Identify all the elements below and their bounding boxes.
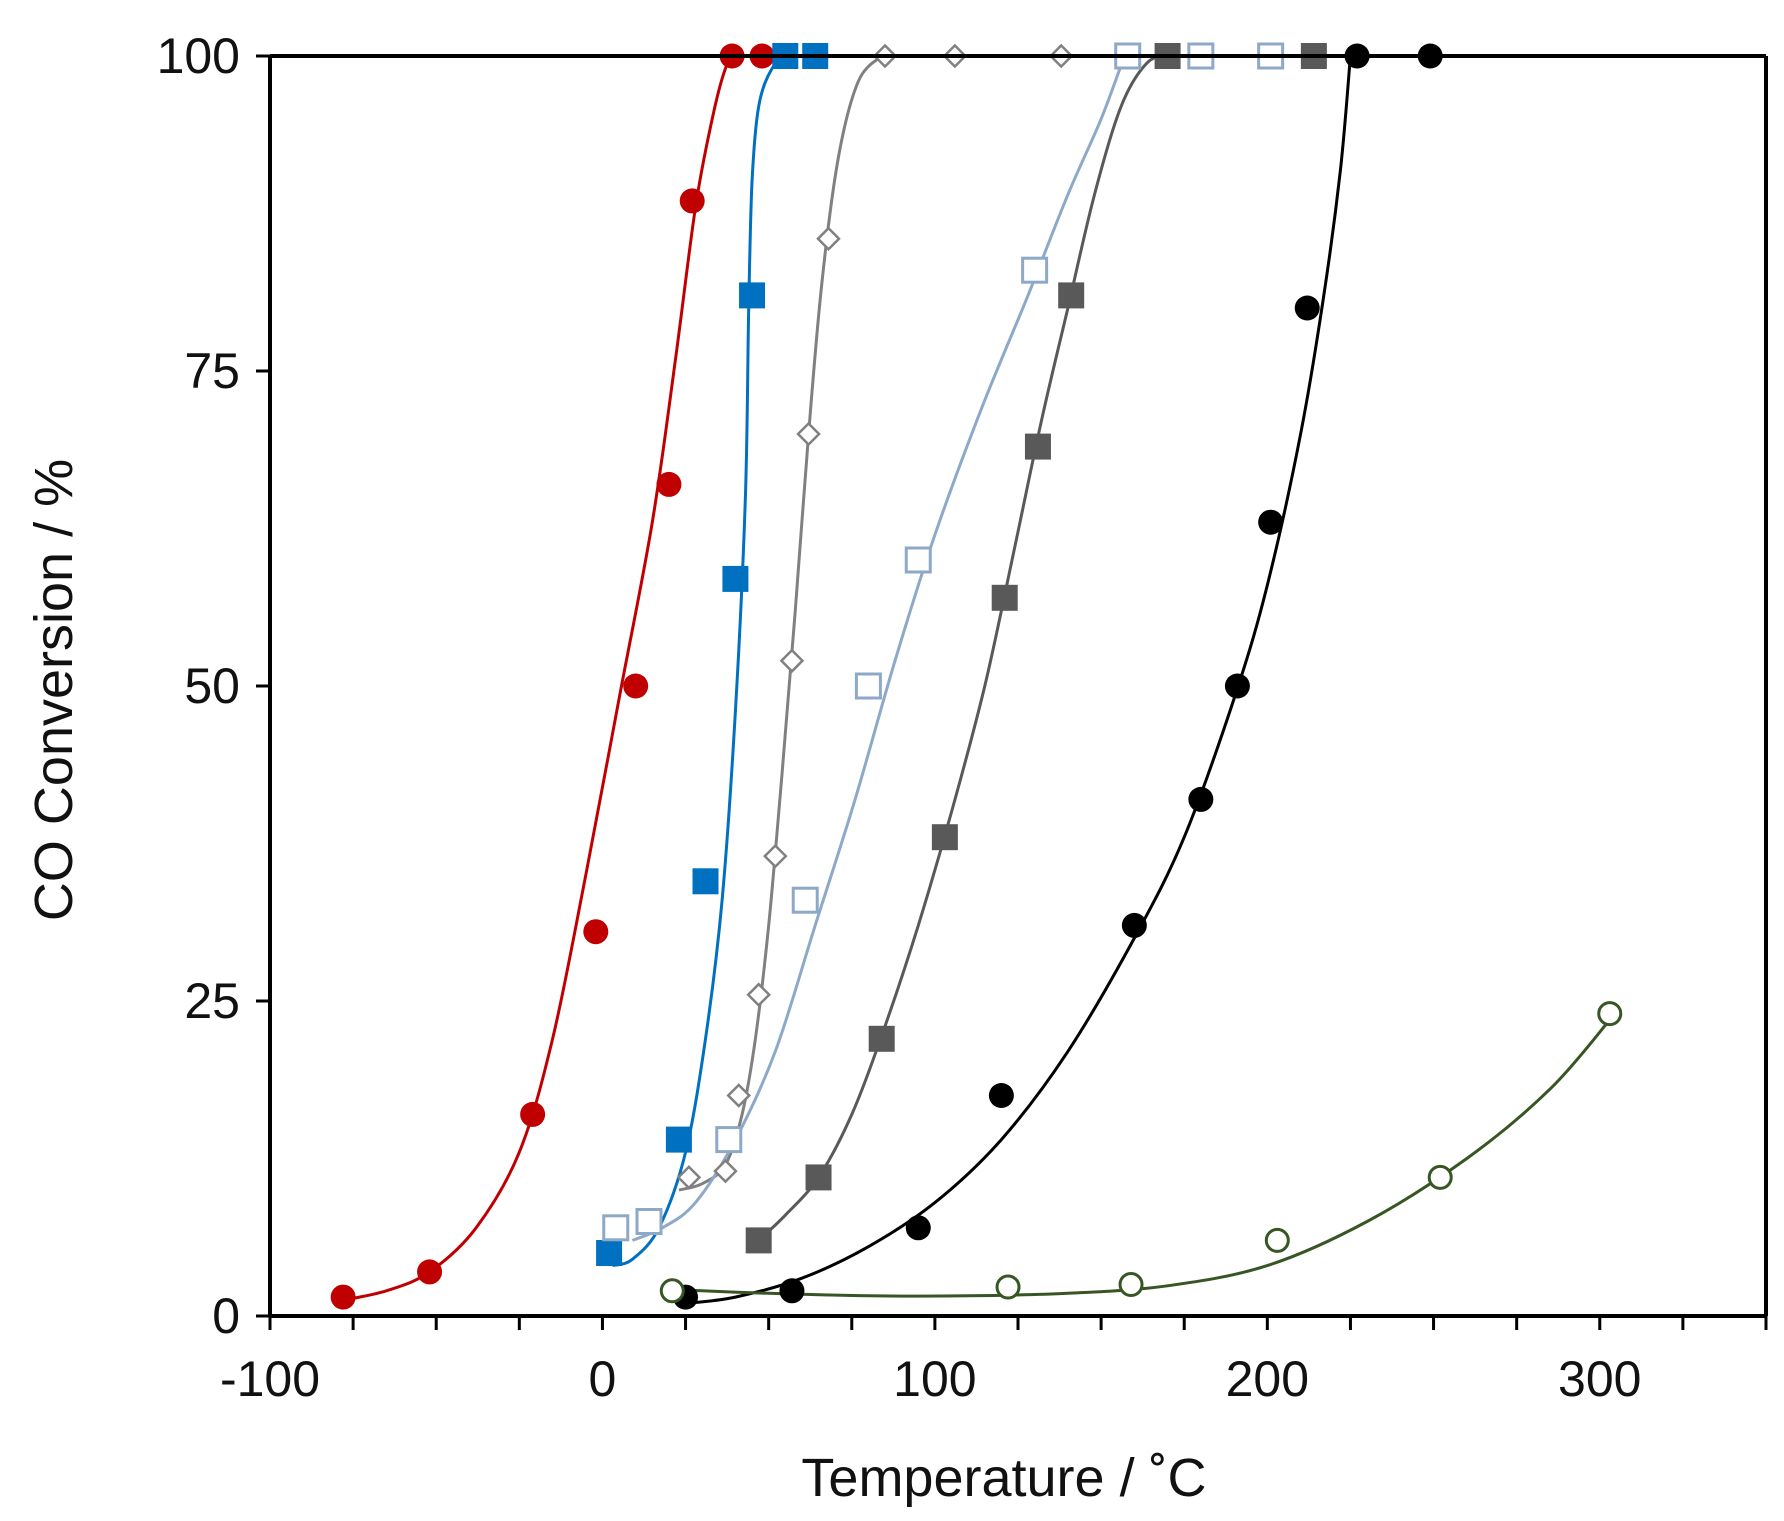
data-point [1264, 1227, 1290, 1253]
data-point [679, 188, 705, 214]
data-point [931, 824, 958, 851]
data-point [1224, 673, 1250, 699]
series-3 [676, 43, 1074, 1190]
series-4 [602, 42, 1285, 1242]
fit-curve-5 [757, 54, 1172, 1242]
data-point [991, 584, 1018, 611]
data-point [635, 1208, 663, 1235]
fit-curve-4 [631, 55, 1126, 1242]
data-point [746, 982, 771, 1007]
axes: 0 25 50 75 100 -100 0 100 200 300 [157, 28, 1768, 1407]
x-tick-label: 100 [893, 1351, 976, 1407]
data-point [854, 672, 882, 700]
data-point [739, 282, 766, 309]
data-point [623, 673, 649, 699]
data-point [1058, 282, 1085, 309]
data-point [1294, 295, 1320, 321]
y-tick-label: 0 [212, 1288, 240, 1344]
fit-curve-2 [611, 54, 790, 1268]
series-7 [659, 1001, 1623, 1304]
data-point [656, 471, 682, 497]
data-point [715, 1126, 743, 1154]
data-point [779, 1278, 805, 1304]
data-point [1121, 912, 1147, 938]
data-point [988, 1083, 1014, 1108]
data-point [676, 1165, 702, 1190]
data-point [583, 919, 609, 945]
data-point [1597, 1001, 1623, 1027]
series-5 [745, 43, 1327, 1254]
x-axis-label: Temperature / ˚C [801, 1448, 1206, 1508]
data-point [816, 226, 841, 251]
data-point [868, 1025, 895, 1052]
y-tick-label: 50 [184, 658, 240, 714]
data-point [1118, 1272, 1144, 1297]
fit-curve-6 [685, 55, 1352, 1305]
data-point [1021, 256, 1049, 284]
data-point [1427, 1164, 1453, 1190]
data-markers [330, 42, 1623, 1310]
y-tick-label: 100 [157, 28, 240, 84]
fit-curve-7 [672, 1018, 1611, 1298]
data-point [417, 1259, 443, 1285]
data-point [904, 546, 932, 574]
data-point [1024, 433, 1051, 460]
data-point [796, 421, 821, 447]
data-point [763, 843, 788, 869]
data-point [722, 565, 749, 592]
data-point [659, 1278, 685, 1304]
y-tick-label: 75 [184, 343, 240, 399]
data-point [596, 1240, 623, 1266]
data-point [330, 1284, 356, 1310]
y-tick-label: 25 [184, 973, 240, 1029]
data-point [1188, 786, 1214, 812]
data-point [665, 1126, 692, 1153]
data-point [995, 1274, 1021, 1300]
data-point [791, 886, 819, 914]
data-point [779, 648, 805, 674]
data-point [602, 1214, 630, 1242]
x-tick-label: 300 [1558, 1351, 1641, 1407]
data-point [726, 1083, 752, 1108]
data-point [713, 1158, 738, 1184]
x-tick-label: 0 [589, 1351, 617, 1407]
data-point [692, 868, 719, 895]
data-point [745, 1227, 772, 1254]
data-point [805, 1164, 832, 1191]
data-point [1258, 509, 1284, 535]
data-point [905, 1215, 931, 1241]
series-1 [330, 43, 775, 1310]
data-point [520, 1101, 546, 1127]
x-tick-label: -100 [220, 1351, 320, 1407]
fit-curve-1 [339, 54, 737, 1303]
x-tick-label: 200 [1226, 1351, 1309, 1407]
y-axis-label: CO Conversion / % [24, 459, 84, 921]
